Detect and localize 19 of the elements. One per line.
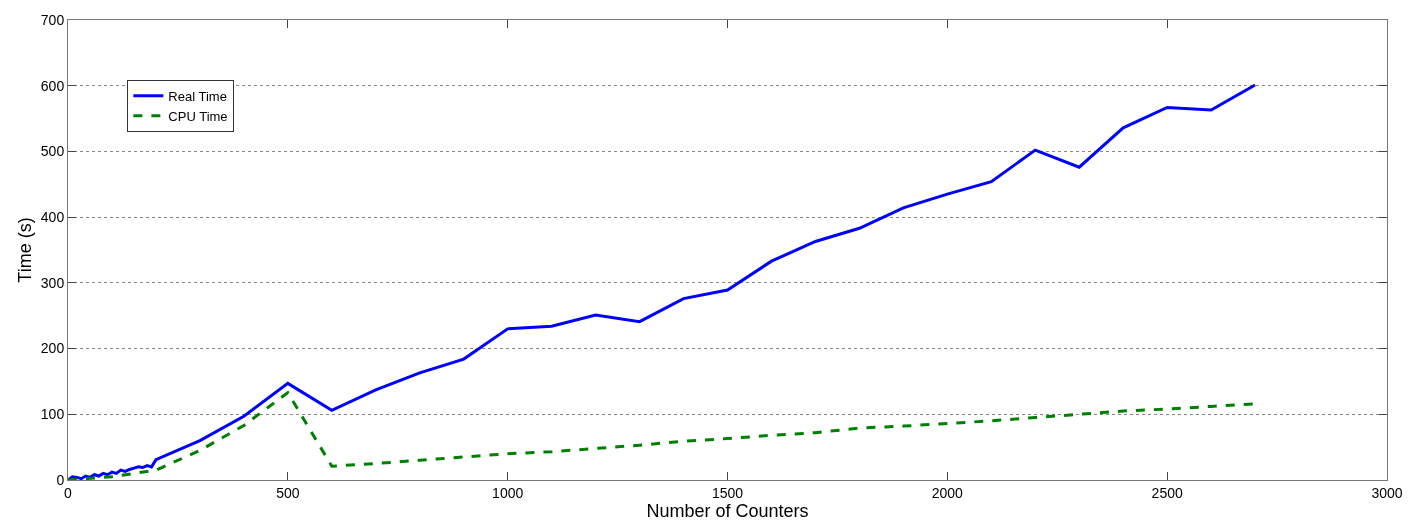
y-tick-label: 500 xyxy=(40,143,65,160)
x-axis-title: Number of Counters xyxy=(646,500,809,521)
legend-label: CPU Time xyxy=(168,108,228,124)
x-tick-label: 1000 xyxy=(492,484,524,501)
y-tick-label: 200 xyxy=(40,340,65,357)
legend-label: Real Time xyxy=(168,88,227,104)
y-tick-label: 700 xyxy=(40,11,65,28)
x-tick-label: 2000 xyxy=(931,484,964,501)
y-tick-label: 300 xyxy=(40,274,65,291)
y-axis-title: Time (s) xyxy=(15,217,36,283)
x-tick-label: 500 xyxy=(276,484,300,501)
x-tick-label: 2500 xyxy=(1151,484,1183,501)
x-tick-label: 1500 xyxy=(711,484,744,501)
y-tick-label: 400 xyxy=(40,209,65,226)
line-series xyxy=(68,83,1257,480)
y-tick-label: 100 xyxy=(40,406,65,423)
y-tick-label: 0 xyxy=(56,471,65,488)
x-tick-label: 3000 xyxy=(1371,484,1403,501)
y-tick-label: 600 xyxy=(40,77,65,94)
